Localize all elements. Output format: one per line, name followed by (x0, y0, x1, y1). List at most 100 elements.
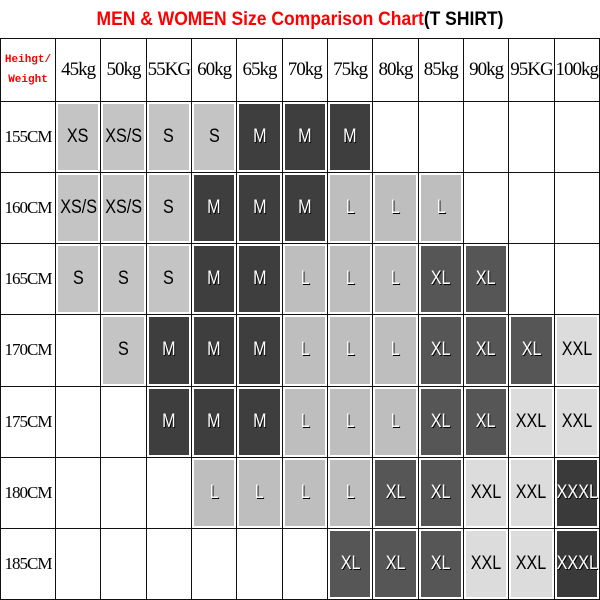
table-row: 160CM XS/S XS/S S M M M L L L (0, 172, 600, 245)
size-cell-fill: L (329, 317, 371, 384)
size-label: M (207, 339, 221, 361)
size-label: XXL (516, 481, 547, 503)
column-header: 60kg (190, 38, 238, 102)
size-cell: S (54, 243, 102, 316)
size-cell (100, 385, 147, 458)
size-cell-fill: S (103, 246, 144, 313)
size-label: S (118, 339, 129, 361)
table-row: 180CM L L L L XL XL XXL XXL XXXL (0, 456, 600, 529)
size-cell-fill: M (329, 104, 371, 171)
size-label: XL (340, 552, 361, 574)
size-label: XXL (561, 410, 593, 432)
size-cell-fill: L (375, 246, 416, 313)
row-header-height: 160CM (0, 172, 56, 245)
size-cell-fill: XXL (556, 388, 597, 455)
size-label: M (207, 197, 221, 219)
size-cell: XL (417, 243, 464, 316)
size-cell: XXL (508, 456, 555, 529)
table-row: 155CM XS XS/S S S M M M (0, 100, 600, 174)
size-label: M (252, 339, 267, 361)
size-cell-fill: XL (465, 317, 507, 384)
size-cell: L (236, 456, 283, 529)
size-label: M (298, 126, 312, 148)
size-label: M (207, 268, 221, 290)
size-cell: XL (326, 527, 374, 600)
size-cell-fill: L (329, 459, 371, 526)
size-label: L (390, 339, 400, 361)
size-cell (54, 385, 102, 458)
size-cell: XS/S (100, 100, 147, 174)
row-header-height: 155CM (0, 100, 56, 174)
size-cell-fill: XXXL (556, 530, 597, 597)
size-cell: M (236, 243, 283, 316)
size-cell: L (372, 314, 419, 387)
size-cell-fill: L (329, 388, 371, 455)
size-label: M (298, 197, 312, 219)
size-cell: XL (417, 456, 464, 529)
size-cell: M (281, 100, 328, 174)
size-label: XL (430, 481, 451, 503)
size-cell-fill: XL (465, 388, 507, 455)
corner-header: Heihgt/ Weight (0, 38, 56, 102)
size-label: S (163, 126, 175, 148)
column-header: 80kg (372, 38, 419, 102)
size-label: S (163, 197, 175, 219)
size-label: S (72, 268, 84, 290)
size-label: L (436, 197, 446, 219)
size-cell-fill: XXL (511, 530, 552, 597)
size-label: M (252, 410, 267, 432)
size-label: XL (521, 339, 542, 361)
size-cell-fill: XS (58, 104, 99, 171)
size-label: XS/S (105, 197, 142, 219)
size-cell: L (326, 172, 374, 245)
size-cell: S (145, 243, 192, 316)
size-cell: XXL (553, 385, 600, 458)
size-cell: M (236, 100, 283, 174)
size-cell-fill: S (148, 104, 189, 171)
row-header-height: 180CM (0, 456, 56, 529)
size-cell: XXL (508, 527, 555, 600)
size-label: L (390, 197, 400, 219)
size-label: XS (67, 126, 89, 148)
column-header: 75kg (326, 38, 374, 102)
size-label: XXL (470, 481, 502, 503)
size-cell: L (281, 314, 328, 387)
size-cell-fill: M (239, 388, 280, 455)
corner-height-label: Heihgt/ (4, 54, 52, 66)
size-cell: XL (462, 314, 510, 387)
size-cell: XL (462, 243, 510, 316)
size-cell: L (326, 314, 374, 387)
size-cell (190, 527, 238, 600)
size-cell-fill: M (148, 388, 189, 455)
size-cell (236, 527, 283, 600)
size-cell (100, 456, 147, 529)
size-cell-fill: M (239, 246, 280, 313)
size-cell: M (190, 314, 238, 387)
size-cell-fill: S (148, 246, 189, 313)
size-label: S (118, 268, 129, 290)
size-label: L (345, 481, 355, 503)
size-cell-fill: XS/S (58, 175, 99, 242)
size-label: XXL (516, 410, 547, 432)
size-cell: M (281, 172, 328, 245)
size-cell: XL (508, 314, 555, 387)
size-cell: XXL (553, 314, 600, 387)
size-cell: L (190, 456, 238, 529)
size-cell: M (190, 172, 238, 245)
size-cell (372, 100, 419, 174)
size-cell-fill: XL (420, 530, 461, 597)
size-cell: S (145, 100, 192, 174)
table-row: 170CM S M M M L L L XL XL XL XXL (0, 314, 600, 387)
size-cell-fill: L (329, 246, 371, 313)
size-cell: M (236, 172, 283, 245)
size-cell (462, 100, 510, 174)
size-cell-fill: L (375, 317, 416, 384)
size-cell: XL (417, 385, 464, 458)
size-cell-fill: L (239, 459, 280, 526)
size-cell: S (100, 314, 147, 387)
column-header: 50kg (100, 38, 147, 102)
row-header-height: 185CM (0, 527, 56, 600)
column-header: 55KG (145, 38, 192, 102)
size-label: XS/S (105, 126, 142, 148)
size-label: S (163, 268, 175, 290)
